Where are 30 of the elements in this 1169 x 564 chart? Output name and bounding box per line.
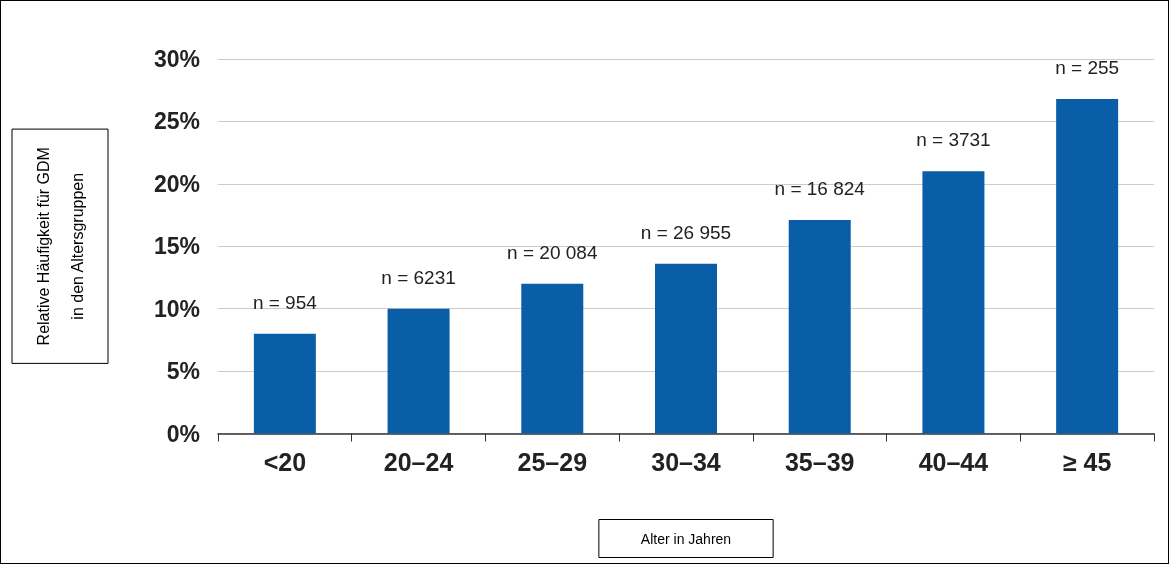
annotation: n = 16 824 (774, 178, 866, 200)
y-tick-label: 5% (166, 358, 200, 385)
annotation: n = 255 (1055, 56, 1120, 78)
y-axis-title: Relative Häufigkeit für GDM in den Altersgruppen (34, 147, 86, 346)
x-tick-label: 20–24 (383, 448, 454, 476)
annotation: n = 954 (252, 291, 318, 313)
y-tick-label: 15% (153, 233, 200, 260)
x-tick-label: 35–39 (784, 448, 855, 476)
y-tick-label: 25% (153, 108, 200, 135)
bar (655, 263, 717, 434)
bar (1056, 98, 1119, 434)
bar (788, 220, 851, 434)
x-tick-label: 40–44 (918, 448, 989, 476)
annotation: n = 6231 (381, 266, 456, 288)
bar (253, 333, 316, 434)
y-tick-label: 0% (166, 420, 200, 447)
annotation: n = 26 955 (640, 221, 732, 243)
bar (922, 171, 985, 434)
y-tick-label: 20% (153, 170, 200, 197)
annotation: n = 20 084 (507, 241, 598, 263)
y-tick-label: 30% (153, 46, 200, 72)
x-tick-label: ≥ 45 (1062, 448, 1112, 476)
bar (387, 308, 450, 434)
x-axis-title: Alter in Jahren (640, 530, 732, 547)
y-tick-label: 10% (153, 295, 200, 322)
bar (521, 283, 584, 434)
x-tick-label: <20 (263, 448, 307, 476)
x-tick-label: 30–34 (651, 448, 721, 476)
annotation: n = 3731 (916, 129, 991, 151)
x-tick-label: 25–29 (517, 448, 588, 476)
